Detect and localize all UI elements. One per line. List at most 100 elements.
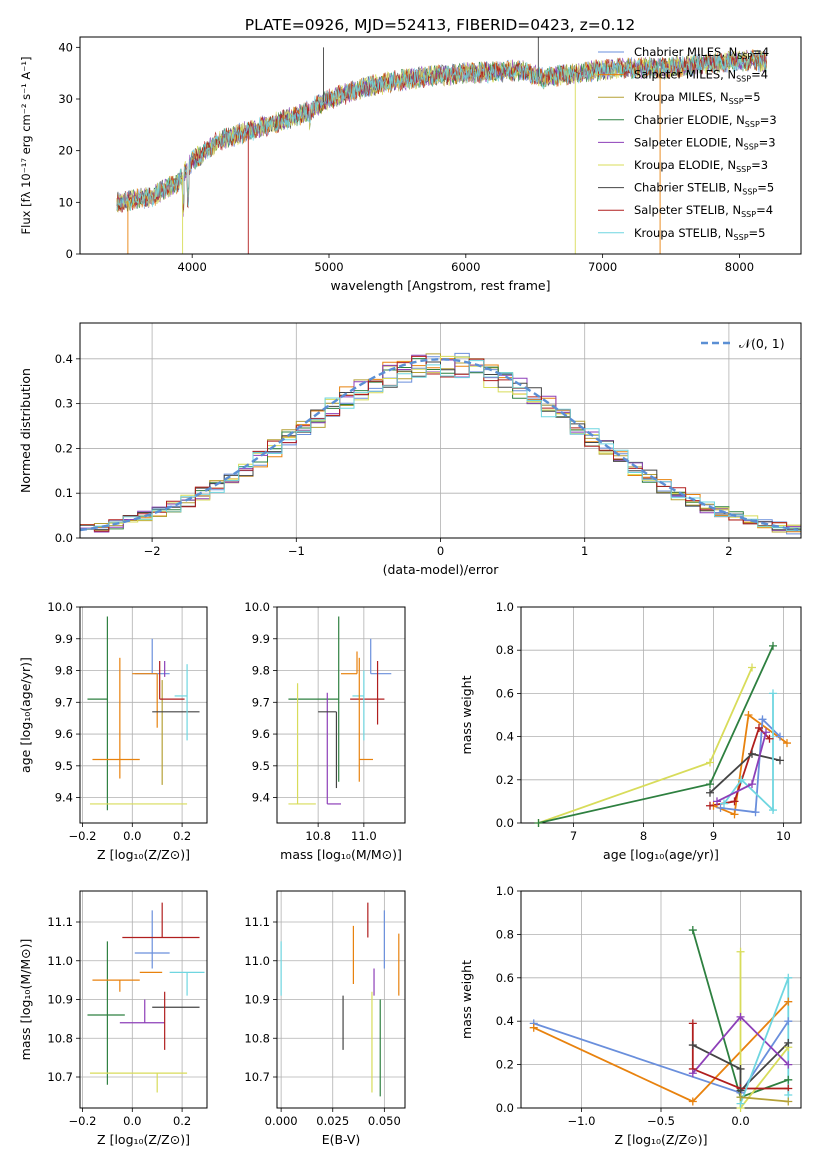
residuals-plot-area [80, 352, 801, 535]
mass-vs-Z-point [92, 979, 140, 992]
weight-vs-Z-marker [688, 1097, 697, 1106]
legend-entry-nssp-sub: SSP [736, 165, 751, 174]
age-vs-Z-tick-label-x: 0.0 [123, 829, 141, 843]
weight-vs-age-marker [713, 797, 721, 806]
legend-entry-name: Kroupa ELODIE [634, 158, 720, 172]
weight-vs-age-tick-label-x: 7 [570, 829, 577, 843]
mass-vs-Z-tick-label-y: 11.1 [47, 915, 73, 929]
age-vs-mass-tick-label-y: 9.9 [252, 632, 270, 646]
weight-vs-age-marker [769, 641, 777, 650]
legend-entry-name: Salpeter ELODIE [634, 135, 728, 149]
spectrum-tick-label-y: 0 [66, 247, 73, 261]
weight-vs-Z-marker [784, 1075, 793, 1084]
age-vs-mass-point [370, 638, 392, 675]
mass-vs-Z-tick-label-x: −0.2 [69, 1114, 97, 1128]
weight-vs-age-tick-label-x: 9 [710, 829, 717, 843]
legend-entry-nssp: 4 [762, 45, 769, 59]
weight-vs-age-marker [776, 756, 784, 765]
weight-vs-age-marker [769, 689, 777, 698]
legend-entry: Kroupa STELIB, NSSP=5 [634, 226, 766, 242]
weight-vs-Z-marker [688, 1041, 697, 1050]
age-vs-Z-panel: −0.2 0.0 0.2 9.4 9.5 9.6 9.7 9.8 9.9 10.0 Z [log₁₀… [18, 600, 208, 862]
legend-entry-nssp: 4 [766, 203, 773, 217]
weight-vs-Z-marker [688, 926, 697, 935]
legend-entry-nssp-eq: = [751, 68, 761, 82]
spectrum-ylabel: Flux [fλ 10⁻¹⁷ erg cm⁻² s⁻¹ A⁻¹] [19, 57, 33, 235]
age-vs-mass-tick-label-x: 11.0 [351, 829, 377, 843]
legend-entry: Kroupa ELODIE, NSSP=3 [634, 158, 768, 174]
weight-vs-Z-tick-label-x: 0.0 [731, 1114, 749, 1128]
spectrum-panel: 4000 5000 6000 7000 8000 0 10 20 30 40 wavelength … [19, 36, 802, 293]
legend-entry-nssp-sub: SSP [745, 120, 760, 129]
weight-vs-Z-panel: −1.0 −0.5 0.0 0.0 0.2 0.4 0.6 0.8 1.0 Z [log₁₀(Z/… [459, 884, 802, 1147]
age-vs-Z-point [92, 657, 140, 779]
weight-vs-Z-ylabel: mass weight [459, 960, 474, 1039]
legend-entry-nssp-prefix: , N [726, 181, 742, 195]
legend-entry-nssp-eq: = [749, 226, 759, 240]
age-vs-Z-point [159, 661, 185, 700]
residuals-panel: −2 −1 0 1 2 0.0 0.1 0.2 0.3 0.4 (data-model)/error… [18, 322, 802, 577]
mass-vs-Z-point [169, 971, 205, 996]
weight-vs-age-tick-label-x: 8 [640, 829, 647, 843]
mass-vs-ebv-panel: 0.000 0.025 0.050 10.7 10.8 10.9 11.0 11.1 E(B-V… [244, 890, 406, 1147]
legend-entry-name: Chabrier ELODIE [634, 113, 729, 127]
weight-vs-Z-tick-label-x: −1.0 [567, 1114, 595, 1128]
residuals-tick-label-x: −2 [144, 544, 161, 558]
residuals-tick-label-x: −1 [288, 544, 305, 558]
weight-vs-Z-marker [688, 1019, 697, 1028]
weight-vs-age-xlabel: age [log₁₀(age/yr)] [603, 847, 719, 862]
weight-vs-Z-marker [784, 1017, 793, 1026]
legend-entry: Chabrier MILES, NSSP=4 [634, 45, 769, 61]
weight-vs-age-ylabel: mass weight [459, 675, 474, 754]
weight-vs-age-frame [520, 606, 802, 824]
age-vs-Z-tick-label-y: 9.5 [55, 759, 73, 773]
weight-vs-age-marker [776, 732, 784, 741]
weight-vs-age-marker [744, 711, 753, 719]
legend-entry: Kroupa MILES, NSSP=5 [634, 90, 761, 106]
age-vs-Z-tick-label-y: 9.7 [55, 695, 73, 709]
weight-vs-age-tick-label-y: 0.2 [496, 773, 514, 787]
legend-entry-nssp-prefix: , N [729, 113, 745, 127]
legend-entry-nssp: 5 [758, 226, 765, 240]
weight-vs-Z-tick-label-x: −0.5 [647, 1114, 675, 1128]
weight-vs-Z-marker [784, 973, 793, 982]
age-vs-mass-point [352, 670, 365, 741]
legend-entry-nssp-sub: SSP [737, 52, 752, 61]
weight-vs-age-marker [748, 749, 756, 758]
legend-entry-nssp-sub: SSP [736, 75, 751, 84]
weight-vs-age-marker [730, 810, 739, 819]
weight-vs-age-tick-label-y: 0.0 [496, 816, 514, 830]
weight-vs-age-series-line [723, 693, 774, 813]
residuals-tick-label-y: 0.1 [55, 486, 73, 500]
weight-vs-age-marker [730, 797, 739, 806]
mass-vs-Z-ylabel: mass [log₁₀(M/M⊙)] [18, 939, 33, 1061]
residuals-tick-label-y: 0.4 [55, 352, 73, 366]
residuals-tick-label-y: 0.3 [55, 397, 73, 411]
mass-vs-Z-tick-label-y: 10.9 [47, 993, 73, 1007]
spectrum-xlabel: wavelength [Angstrom, rest frame] [330, 278, 550, 293]
mass-vs-ebv-tick-label-x: 0.050 [368, 1114, 401, 1128]
age-vs-mass-point [318, 711, 338, 789]
weight-vs-age-marker [748, 780, 756, 789]
legend-entry-nssp: 3 [761, 158, 768, 172]
age-vs-mass-tick-label-y: 9.4 [252, 791, 270, 805]
weight-vs-age-marker [758, 715, 767, 724]
legend-entry-nssp-eq: = [752, 45, 762, 59]
mass-vs-Z-point [87, 941, 125, 1085]
weight-vs-Z-marker [688, 1069, 697, 1078]
age-vs-Z-point [174, 664, 188, 741]
weight-vs-age-marker [706, 758, 714, 767]
spectrum-tick-label-x: 5000 [314, 260, 343, 274]
legend-entry-name: Kroupa MILES [634, 90, 713, 104]
legend-entry-nssp-sub: SSP [734, 233, 749, 242]
weight-vs-Z-marker [784, 1060, 793, 1069]
mass-vs-Z-panel: −0.2 0.0 0.2 10.7 10.8 10.9 11.0 11.1 Z [log₁₀(Z… [18, 890, 208, 1147]
legend-entry: Chabrier STELIB, NSSP=5 [634, 181, 774, 197]
weight-vs-age-marker [720, 799, 728, 808]
residuals-ylabel: Normed distribution [18, 368, 33, 493]
mass-vs-ebv-tick-label-x: 0.025 [316, 1114, 349, 1128]
weight-vs-Z-marker [736, 1064, 745, 1073]
legend-entry-nssp-eq: = [744, 90, 754, 104]
